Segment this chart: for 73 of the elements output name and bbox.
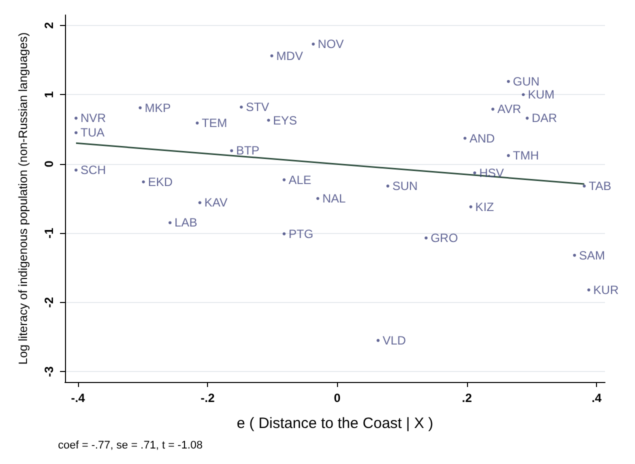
point bbox=[196, 122, 199, 125]
data-label: SCH bbox=[80, 163, 106, 178]
point bbox=[573, 254, 576, 257]
point bbox=[270, 54, 274, 58]
data-label: GUN bbox=[512, 74, 540, 88]
point bbox=[198, 201, 202, 204]
point bbox=[74, 168, 78, 172]
data-label: TUA bbox=[80, 126, 105, 140]
point bbox=[587, 288, 590, 292]
data-label: EYS bbox=[273, 113, 298, 128]
y-tick-label: -2 bbox=[42, 296, 56, 308]
point bbox=[230, 149, 234, 152]
data-label: MDV bbox=[276, 48, 303, 63]
text: coef = -.77, se = .71, t = -1.08 bbox=[58, 440, 203, 452]
point bbox=[526, 116, 529, 120]
data-label: SAM bbox=[579, 248, 606, 262]
data-label: SUN bbox=[392, 179, 418, 194]
data-label: PTG bbox=[288, 226, 314, 241]
y-tick-label: 1 bbox=[42, 90, 56, 98]
point bbox=[240, 106, 243, 109]
data-label: MKP bbox=[144, 100, 171, 115]
y-axis-title: Log literacy of indigenous population (non-Russian languages) bbox=[16, 32, 30, 365]
point bbox=[312, 42, 315, 46]
y-tick-label: 2 bbox=[42, 22, 56, 29]
data-label: EKD bbox=[148, 174, 173, 189]
x-tick-label: -.4 bbox=[70, 391, 86, 405]
data-label: TAB bbox=[588, 179, 612, 194]
point bbox=[168, 221, 172, 224]
data-label: DAR bbox=[532, 111, 558, 126]
point bbox=[506, 154, 510, 158]
point bbox=[473, 171, 476, 174]
x-tick-label: .2 bbox=[462, 391, 472, 405]
data-label: KUM bbox=[528, 88, 554, 102]
data-label: KAV bbox=[204, 196, 228, 210]
data-label: LAB bbox=[174, 216, 198, 230]
point bbox=[376, 338, 380, 342]
data-label: KIZ bbox=[475, 200, 494, 214]
data-label: GRO bbox=[430, 230, 458, 245]
data-label: TEM bbox=[202, 116, 228, 130]
data-label: AVR bbox=[497, 102, 522, 116]
data-label: ALE bbox=[288, 172, 312, 187]
x-axis-title: e ( Distance to the Coast | X ) bbox=[236, 415, 434, 432]
point bbox=[506, 80, 510, 83]
x-tick-label: 0 bbox=[334, 391, 341, 405]
point bbox=[74, 116, 78, 120]
data-label: AND bbox=[469, 131, 496, 146]
x-tick-label: .4 bbox=[592, 391, 602, 405]
data-label: VLD bbox=[382, 333, 406, 348]
data-label: TMH bbox=[512, 148, 539, 163]
point bbox=[282, 178, 286, 182]
data-label: KUR bbox=[593, 282, 619, 297]
point bbox=[142, 180, 145, 184]
point bbox=[522, 93, 525, 96]
y-tick-label: -3 bbox=[42, 366, 56, 377]
point bbox=[463, 136, 466, 140]
data-label: NVR bbox=[80, 111, 106, 126]
y-tick-label: -1 bbox=[42, 227, 56, 238]
point bbox=[267, 118, 270, 122]
x-tick-label: -.2 bbox=[200, 391, 215, 405]
data-label: NAL bbox=[322, 192, 346, 206]
y-tick-label: 0 bbox=[42, 160, 56, 168]
data-label: STV bbox=[246, 100, 270, 114]
point bbox=[582, 184, 586, 188]
point bbox=[74, 131, 78, 134]
point bbox=[491, 108, 494, 111]
point bbox=[469, 205, 472, 208]
point bbox=[316, 197, 320, 200]
point bbox=[138, 106, 142, 110]
data-label: BTP bbox=[236, 144, 260, 158]
point bbox=[424, 236, 428, 240]
point bbox=[282, 232, 286, 236]
point bbox=[386, 184, 390, 188]
data-label: NOV bbox=[318, 37, 344, 52]
